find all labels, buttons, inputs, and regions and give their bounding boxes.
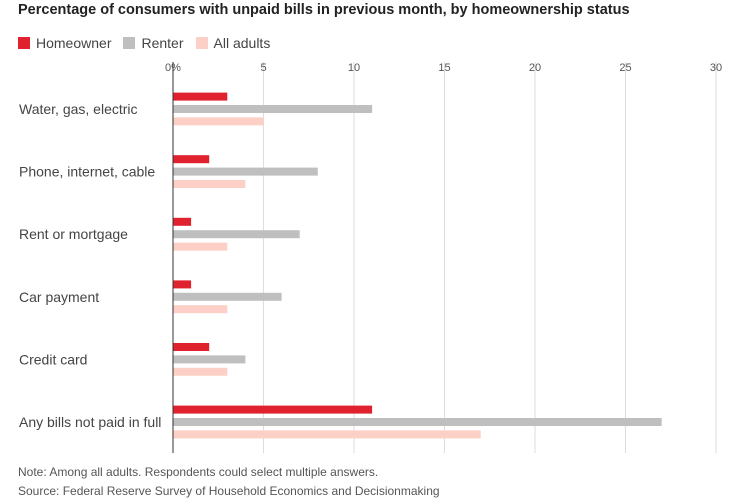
category-label: Rent or mortgage [19,226,128,242]
bar [173,280,192,289]
bar [173,230,300,239]
legend-item-homeowner: Homeowner [18,35,111,51]
bar [173,367,228,376]
bar [173,405,373,414]
chart-source: Source: Federal Reserve Survey of Househ… [18,484,440,498]
bar [173,180,246,188]
category-label: Water, gas, electric [19,101,138,117]
bar [173,92,228,101]
bar [173,292,282,301]
bar [173,167,318,176]
bar [173,217,192,226]
legend-item-all-adults: All adults [195,35,271,51]
legend-swatch-renter [123,37,136,49]
bar [173,155,210,164]
legend-swatch-all-adults [195,37,208,49]
legend-item-renter: Renter [123,35,184,51]
bar [173,305,228,314]
category-label: Car payment [19,289,99,305]
bar [173,105,373,113]
category-label: Any bills not paid in full [19,414,161,430]
bar [173,355,246,364]
legend-label-all-adults: All adults [213,35,271,51]
chart-title: Percentage of consumers with unpaid bill… [18,2,630,18]
bar [173,430,481,439]
x-tick-label: 10 [348,62,360,74]
bar [173,418,662,426]
category-label: Phone, internet, cable [19,164,155,180]
chart-note: Note: Among all adults. Respondents coul… [18,465,379,479]
bar [173,343,210,351]
x-tick-label: 5 [260,62,266,74]
bar [173,242,228,251]
legend-label-renter: Renter [141,35,184,51]
x-tick-label: 15 [438,62,450,74]
legend: Homeowner Renter All adults [18,35,282,51]
x-tick-label: 20 [529,62,541,74]
x-tick-label: 30 [710,62,722,74]
x-tick-label: 25 [619,62,631,74]
legend-swatch-homeowner [18,37,30,49]
category-label: Credit card [19,351,87,367]
legend-label-homeowner: Homeowner [36,35,112,51]
bar [173,117,264,126]
